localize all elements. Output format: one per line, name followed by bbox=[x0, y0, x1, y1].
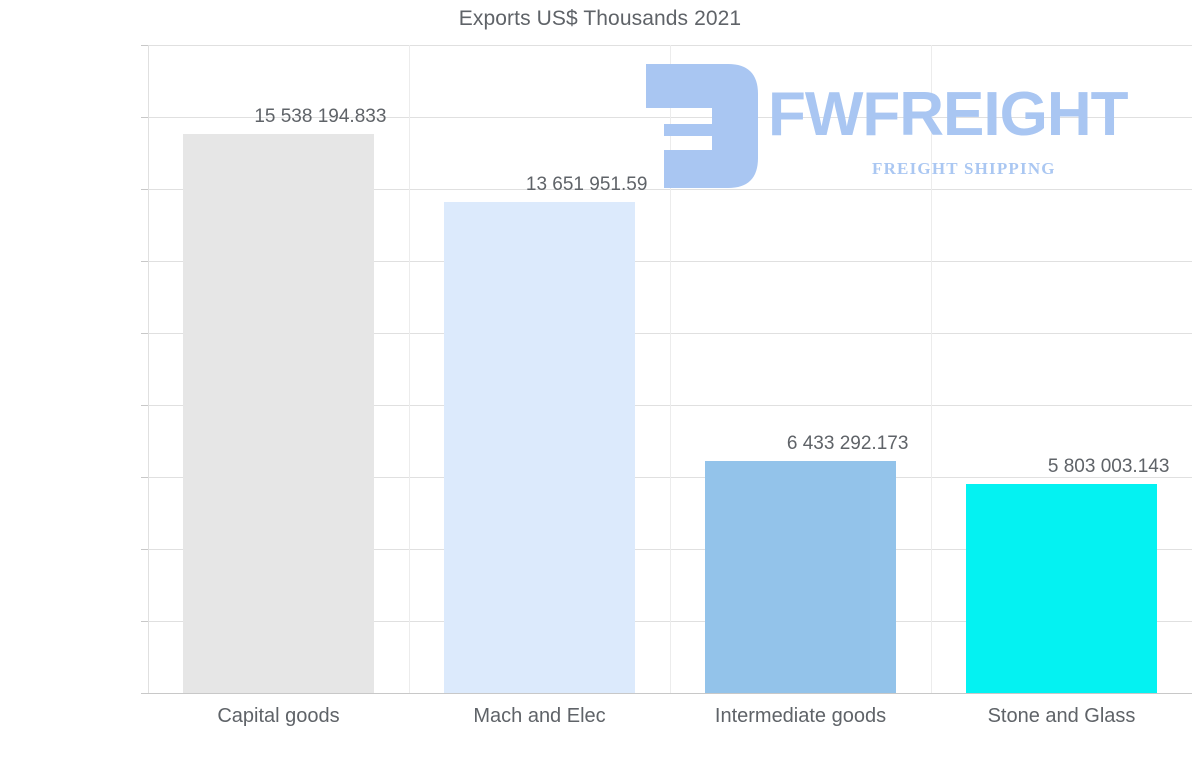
category-gridline bbox=[409, 45, 410, 693]
x-axis-tick-label[interactable]: Stone and Glass bbox=[987, 705, 1136, 727]
y-axis-line bbox=[148, 45, 149, 694]
y-axis-tick-mark bbox=[141, 621, 148, 622]
bar[interactable] bbox=[704, 461, 897, 693]
bar-value-label: 13 651 951.59 bbox=[525, 173, 648, 195]
x-axis-tick-label[interactable]: Mach and Elec bbox=[473, 705, 606, 727]
chart-title: Exports US$ Thousands 2021 bbox=[458, 7, 742, 30]
y-axis-tick-mark bbox=[141, 693, 148, 694]
y-axis-tick-mark bbox=[141, 477, 148, 478]
y-axis-tick-mark bbox=[141, 333, 148, 334]
x-axis-tick-label[interactable]: Capital goods bbox=[217, 705, 340, 727]
y-axis-tick-mark bbox=[141, 189, 148, 190]
bar-value-label: 6 433 292.173 bbox=[786, 433, 909, 455]
bar[interactable] bbox=[182, 133, 375, 693]
plot-area: 15 538 194.833 13 651 951.59 6 433 292.173… bbox=[148, 45, 1192, 694]
y-axis-tick-mark bbox=[141, 261, 148, 262]
x-axis-tick-label[interactable]: Intermediate goods bbox=[714, 705, 887, 727]
category-gridline bbox=[670, 45, 671, 693]
y-axis-tick-mark bbox=[141, 117, 148, 118]
y-axis-tick-mark bbox=[141, 45, 148, 46]
x-axis-line bbox=[148, 693, 1192, 694]
bar[interactable] bbox=[965, 484, 1158, 693]
bar[interactable] bbox=[443, 201, 636, 693]
y-axis-tick-mark bbox=[141, 549, 148, 550]
y-axis-tick-mark bbox=[141, 405, 148, 406]
bar-value-label: 5 803 003.143 bbox=[1047, 456, 1170, 478]
category-gridline bbox=[931, 45, 932, 693]
bar-value-label: 15 538 194.833 bbox=[254, 105, 387, 127]
